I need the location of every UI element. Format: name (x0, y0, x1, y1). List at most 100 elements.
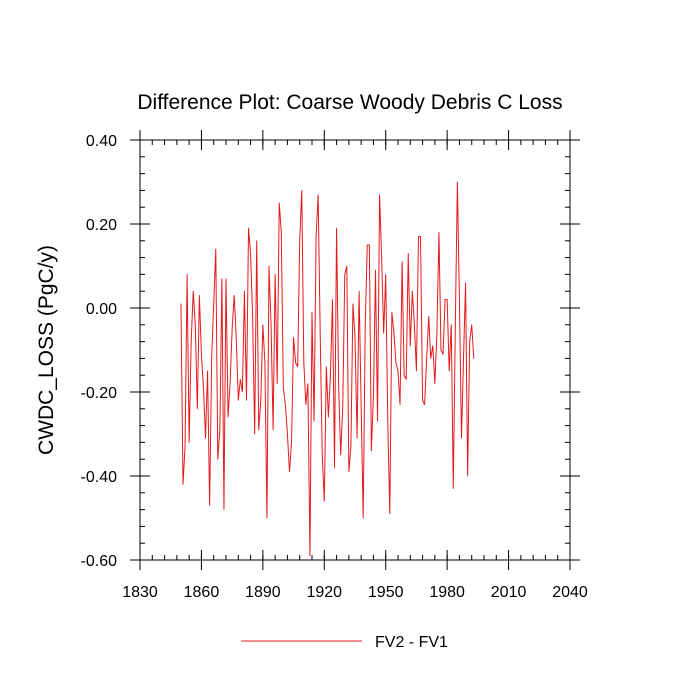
data-point (444, 299, 446, 300)
data-point (334, 467, 335, 468)
data-point (432, 345, 434, 347)
data-point (459, 299, 460, 300)
data-point (454, 324, 456, 326)
y-tick-label: 0.20 (86, 217, 117, 234)
x-tick-label: 2010 (491, 584, 527, 601)
data-point (225, 278, 227, 279)
x-tick-label: 2040 (552, 584, 588, 601)
data-point (413, 324, 415, 326)
data-point (188, 442, 190, 443)
data-point (252, 316, 254, 317)
y-tick-label: 0.00 (86, 301, 117, 318)
data-point (213, 303, 215, 305)
data-point (305, 404, 307, 405)
data-point (473, 358, 475, 359)
data-point (315, 236, 317, 238)
x-axis: 1830 1860 1890 1920 1950 1980 2010 2040 (122, 130, 588, 601)
data-point (307, 383, 309, 384)
data-point (467, 475, 469, 477)
data-point (229, 383, 231, 384)
data-point (411, 290, 413, 292)
data-point (416, 370, 417, 372)
data-point (381, 257, 383, 258)
data-point (434, 383, 436, 384)
data-point (336, 227, 337, 229)
data-point (383, 332, 385, 334)
data-point (338, 383, 340, 384)
data-point (332, 299, 333, 300)
data-point (409, 345, 411, 347)
data-point (452, 488, 454, 489)
data-point (366, 244, 368, 246)
data-point (469, 341, 471, 342)
data-point (438, 232, 440, 233)
data-point (420, 236, 421, 238)
data-point (270, 324, 272, 326)
series-line-fv2-fv1 (180, 181, 475, 556)
data-point (192, 290, 194, 292)
data-point (227, 416, 229, 418)
legend: FV2 - FV1 (241, 634, 448, 651)
data-point (284, 404, 286, 405)
data-point (282, 387, 284, 389)
data-point (440, 349, 442, 351)
data-point (348, 471, 350, 473)
data-point (389, 513, 391, 515)
data-point (340, 454, 342, 456)
data-point (262, 324, 264, 326)
series-points (180, 181, 475, 557)
data-point (280, 232, 282, 233)
data-point (209, 505, 211, 506)
data-point (196, 408, 198, 410)
data-point (393, 332, 395, 334)
data-point (471, 324, 473, 326)
data-point (309, 555, 311, 557)
data-point (297, 366, 299, 368)
data-point (461, 437, 462, 439)
data-point (190, 341, 192, 342)
y-axis-label: CWDC_LOSS (PgC/y) (35, 245, 58, 455)
data-point (250, 253, 251, 254)
data-point (422, 400, 423, 401)
y-tick-label: -0.60 (81, 553, 118, 570)
data-point (352, 303, 354, 305)
data-point (278, 202, 280, 204)
y-axis: 0.40 0.20 0.00 -0.20 -0.40 -0.60 (81, 133, 580, 570)
data-point (403, 374, 405, 376)
data-point (207, 370, 208, 372)
data-point (321, 454, 323, 456)
data-point (274, 274, 276, 275)
data-point (405, 379, 407, 380)
data-point (325, 366, 327, 368)
data-point (239, 379, 241, 380)
data-point (217, 458, 219, 460)
data-point (293, 337, 294, 338)
data-point (268, 265, 270, 267)
x-tick-label: 1830 (122, 584, 158, 601)
data-point (395, 362, 397, 363)
data-point (182, 484, 184, 485)
data-point (407, 253, 409, 254)
data-point (260, 400, 262, 401)
data-point (221, 278, 223, 279)
data-point (211, 358, 213, 359)
data-point (330, 374, 331, 376)
data-point (446, 299, 448, 300)
chart-title: Difference Plot: Coarse Woody Debris C L… (137, 91, 562, 114)
data-point (301, 190, 303, 191)
data-point (266, 517, 268, 519)
data-point (364, 324, 366, 326)
data-point (456, 181, 458, 183)
data-point (385, 274, 387, 275)
data-point (379, 194, 380, 196)
data-point (272, 429, 274, 431)
data-point (180, 303, 182, 305)
data-point (241, 391, 243, 393)
data-point (254, 433, 256, 435)
data-point (198, 295, 200, 296)
data-point (399, 404, 401, 405)
data-point (436, 332, 438, 334)
data-point (235, 337, 237, 338)
data-point (342, 408, 344, 410)
data-point (194, 324, 196, 326)
